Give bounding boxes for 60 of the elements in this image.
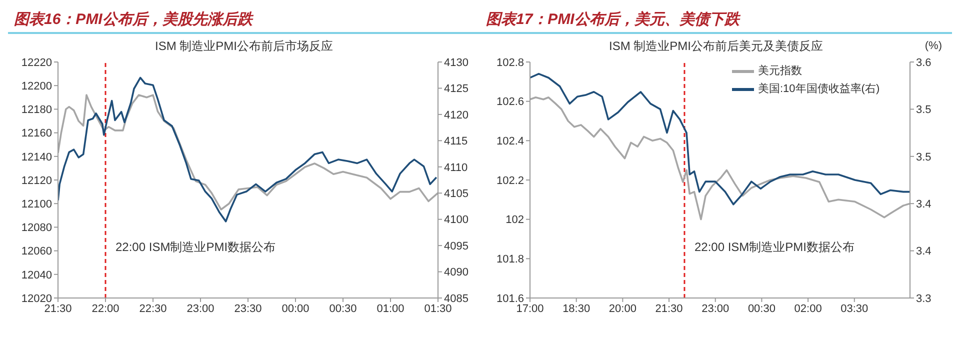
x-tick-label: 22:30	[139, 302, 167, 315]
y2-tick-label: 4120	[444, 109, 468, 122]
x-tick-label: 23:00	[186, 302, 214, 315]
y-tick-label: 102	[506, 214, 524, 226]
y2-tick-label: 4125	[444, 83, 468, 96]
y2-tick-label: 4095	[444, 240, 468, 252]
y2-tick-label: 4090	[444, 266, 468, 279]
chart-subtitle: ISM 制造业PMI公布前后市场反应	[154, 38, 334, 54]
x-tick-label: 22:00	[92, 302, 120, 315]
y2-tick-label: 4100	[444, 214, 468, 226]
y2-tick-label: 4130	[444, 56, 468, 69]
y2-tick-label: 4115	[444, 136, 468, 148]
legend-label: 美元指数	[758, 64, 802, 79]
x-tick-label: 00:30	[329, 302, 357, 315]
y-tick-label: 12180	[21, 104, 52, 116]
x-tick-label: 23:30	[234, 302, 262, 315]
y2-axis-title: (%)	[924, 40, 942, 52]
y-tick-label: 101.8	[496, 254, 524, 266]
x-tick-label: 18:30	[562, 302, 590, 315]
chart-subtitle: ISM 制造业PMI公布前后美元及美债反应	[608, 39, 823, 53]
x-tick-label: 17:00	[516, 302, 544, 315]
y2-tick-label: 3.4	[916, 198, 932, 211]
y-tick-label: 12100	[21, 198, 52, 211]
y2-tick-label: 3.3	[916, 292, 932, 305]
x-tick-label: 23:00	[702, 302, 730, 315]
y-tick-label: 12080	[21, 222, 52, 234]
x-tick-label: 03:30	[840, 302, 868, 315]
y-tick-label: 12220	[21, 56, 52, 69]
y-tick-label: 12040	[21, 269, 52, 282]
chart-title: 图表17：PMI公布后，美元、美债下跌	[480, 8, 952, 34]
y-tick-label: 12020	[21, 292, 52, 305]
x-tick-label: 20:00	[608, 302, 636, 315]
x-tick-label: 01:30	[424, 302, 452, 315]
x-tick-label: 00:00	[282, 302, 310, 315]
chart-title: 图表16：PMI公布后，美股先涨后跌	[8, 8, 480, 34]
y-tick-label: 12200	[21, 80, 52, 93]
y2-tick-label: 3.5	[916, 104, 932, 116]
x-tick-label: 02:00	[794, 302, 822, 315]
y2-tick-label: 3.4	[916, 246, 932, 258]
y2-tick-label: 4110	[444, 162, 468, 174]
y-tick-label: 12140	[21, 151, 52, 164]
x-tick-label: 00:30	[748, 302, 776, 315]
y-tick-label: 102.6	[496, 96, 524, 108]
y2-tick-label: 4085	[444, 292, 468, 305]
y-tick-label: 102.4	[496, 136, 524, 148]
y-tick-label: 101.6	[496, 292, 524, 305]
ref-line-label: 22:00 ISM制造业PMI数据公布	[116, 240, 276, 254]
x-tick-label: 21:30	[44, 302, 72, 315]
x-tick-label: 01:00	[376, 302, 404, 315]
y-tick-label: 12060	[21, 246, 52, 258]
y2-tick-label: 3.6	[916, 56, 932, 69]
legend-label: 美国:10年国债收益率(右)	[758, 82, 880, 97]
y-tick-label: 102.8	[496, 56, 524, 69]
y-tick-label: 12160	[21, 128, 52, 140]
y2-tick-label: 3.5	[916, 151, 932, 164]
y-tick-label: 12120	[21, 174, 52, 187]
x-tick-label: 21:30	[655, 302, 683, 315]
y2-tick-label: 4105	[444, 188, 468, 200]
y-tick-label: 102.2	[496, 174, 524, 187]
ref-line-label: 22:00 ISM制造业PMI数据公布	[694, 240, 855, 254]
